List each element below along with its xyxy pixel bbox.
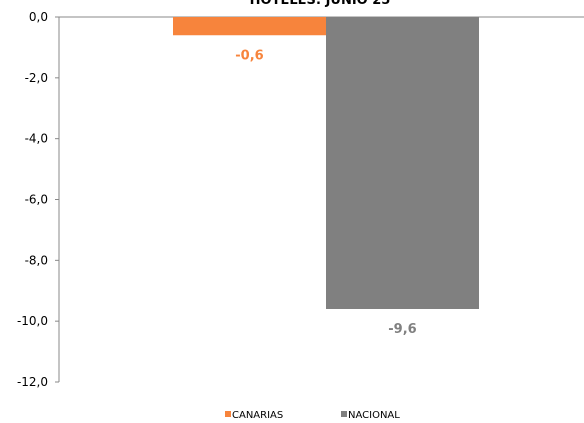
bar-nacional (326, 17, 479, 309)
y-tick-label: -6,0 (25, 193, 48, 207)
legend-label-nacional: NACIONAL (348, 410, 400, 421)
chart-title: HOTELES: JUNIO 25 (250, 0, 391, 8)
data-labels: -0,6 -9,6 (235, 48, 416, 337)
y-tick-label: -10,0 (17, 314, 48, 328)
legend-swatch-canarias (225, 411, 231, 417)
bar-canarias (173, 17, 326, 36)
y-tick-label: -2,0 (25, 71, 48, 85)
legend-swatch-nacional (341, 411, 347, 417)
y-tick-label: -12,0 (17, 375, 48, 389)
data-label-canarias: -0,6 (235, 48, 263, 63)
legend: CANARIAS NACIONAL (225, 410, 400, 421)
y-tick-label: 0,0 (29, 10, 48, 24)
y-tick-label: -4,0 (25, 132, 48, 146)
legend-label-canarias: CANARIAS (232, 410, 283, 421)
y-axis-ticks: 0,0 -2,0 -4,0 -6,0 -8,0 -10,0 -12,0 (17, 10, 59, 389)
data-label-nacional: -9,6 (388, 322, 416, 337)
y-tick-label: -8,0 (25, 253, 48, 267)
bars (173, 17, 479, 309)
